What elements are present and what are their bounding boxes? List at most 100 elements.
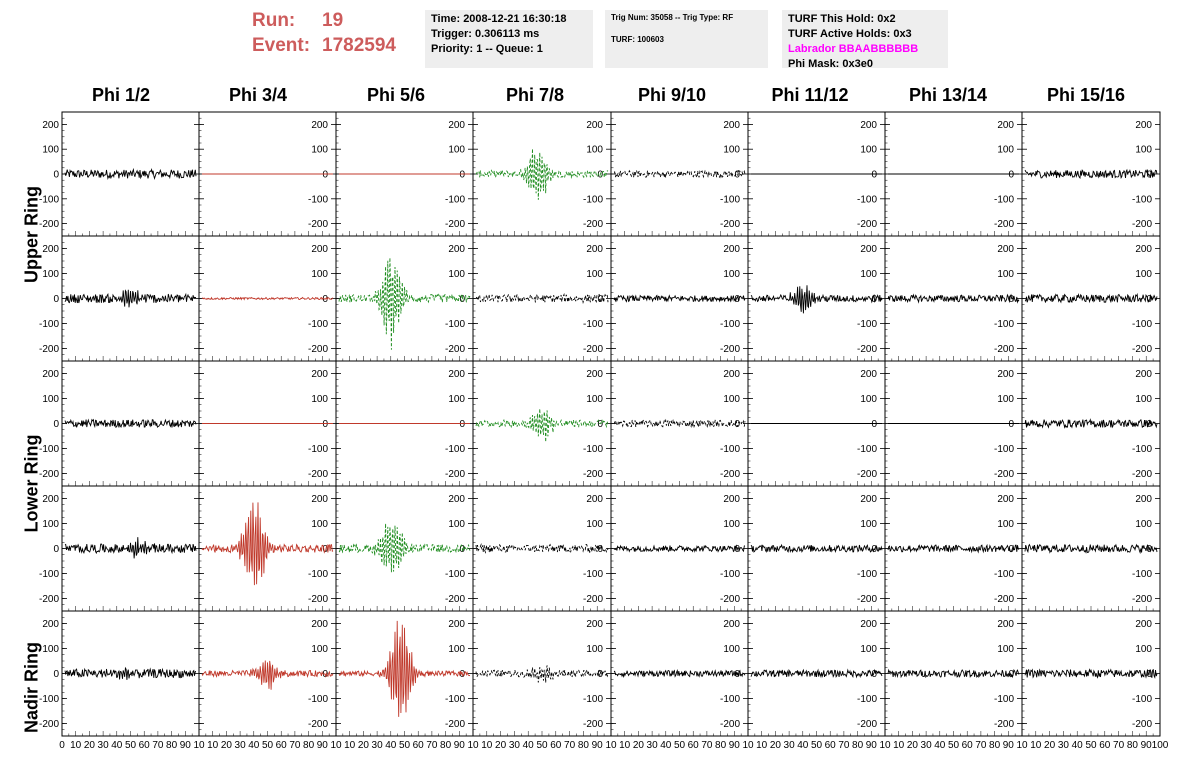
y-tick-label: 200 [42,494,59,505]
phi-label-5: Phi 9/10 [637,85,707,105]
x-tick-label: 10 [742,740,754,751]
y-tick-label: 100 [723,269,740,280]
x-tick-label: 50 [399,740,411,751]
y-tick-label: 100 [42,519,59,530]
x-tick-label: 50 [262,740,274,751]
y-tick-label: 0 [53,544,59,555]
x-tick-label: 90 [729,740,741,751]
y-tick-label: 0 [459,170,465,181]
waveform-trace [475,543,609,554]
waveform-trace [614,169,746,180]
y-tick-label: -200 [994,469,1014,480]
y-tick-label: -200 [308,344,328,355]
y-tick-label: -200 [857,719,877,730]
y-tick-label: -100 [39,694,59,705]
x-tick-label: 60 [962,740,974,751]
x-tick-label: 20 [495,740,507,751]
waveform-panel-r5-c6: 200 100 0 -100 -200 [747,610,886,737]
y-tick-label: 100 [586,269,603,280]
y-tick-label: -100 [857,319,877,330]
x-tick-label: 50 [811,740,823,751]
y-tick-label: -100 [445,569,465,580]
y-tick-label: 0 [53,170,59,181]
phi-label-3: Phi 5/6 [366,85,426,105]
y-tick-label: 0 [459,294,465,305]
turf-active-holds-text: TURF Active Holds: 0x3 [788,28,912,40]
x-tick-label: 30 [647,740,659,751]
trigger-info-box: Trig Num: 35058 -- Trig Type: RF TURF: 1… [605,10,768,68]
x-tick-label: 70 [1113,740,1125,751]
y-tick-label: 0 [322,294,328,305]
x-tick-label: 10 [879,740,891,751]
waveform-trace [201,660,334,690]
phi-label-2: Phi 3/4 [228,85,288,105]
y-tick-label: 100 [448,394,465,405]
phi-label-6: Phi 11/12 [771,85,849,105]
x-tick-label: 50 [1085,740,1097,751]
x-tick-label: 60 [825,740,837,751]
y-tick-label: -200 [720,594,740,605]
y-tick-label: -200 [445,219,465,230]
x-tick-label: 40 [248,740,260,751]
y-tick-label: 200 [311,369,328,380]
y-tick-label: -100 [994,569,1014,580]
y-tick-label: 100 [311,644,328,655]
y-tick-label: 200 [860,120,877,131]
y-tick-label: 100 [1135,145,1152,156]
waveform-panel-r3-c5: 200 100 0 -100 -200 [610,360,749,487]
y-tick-label: -100 [583,569,603,580]
x-tick-label: 70 [289,740,301,751]
x-tick-label: 80 [578,740,590,751]
y-tick-label: -200 [720,344,740,355]
waveform-panel-r2-c4: 200 100 0 -100 -200 [472,235,612,362]
y-tick-label: 100 [311,145,328,156]
x-tick-label: 30 [1058,740,1070,751]
y-tick-label: -200 [720,469,740,480]
waveform-trace [887,668,1020,679]
x-tick-label: 80 [303,740,315,751]
y-tick-label: 200 [311,120,328,131]
y-tick-label: -100 [39,194,59,205]
x-tick-label: 70 [152,740,164,751]
y-tick-label: 100 [860,394,877,405]
x-tick-label: 40 [797,740,809,751]
y-tick-label: -200 [1132,469,1152,480]
x-tick-label: 40 [523,740,535,751]
phi-label-1: Phi 1/2 [91,85,151,105]
trigger-text: Trigger: 0.306113 ms [431,28,540,40]
y-tick-label: 0 [871,170,877,181]
turf-text: TURF: 100603 [611,35,664,44]
x-tick-label: 10 [344,740,356,751]
y-tick-label: -200 [445,469,465,480]
y-tick-label: -100 [720,194,740,205]
y-tick-label: -200 [445,594,465,605]
x-tick-label: 40 [660,740,672,751]
phi-mask-text: Phi Mask: 0x3e0 [788,58,873,70]
x-tick-label: 10 [70,740,82,751]
y-tick-label: -200 [1132,594,1152,605]
waveform-trace [64,167,197,181]
x-tick-label: 60 [139,740,151,751]
y-tick-label: 100 [448,644,465,655]
y-tick-label: -100 [583,319,603,330]
waveform-panel-r2-c2: 200 100 0 -100 -200 [198,235,337,362]
y-tick-label: 100 [311,269,328,280]
y-tick-label: 200 [448,120,465,131]
x-tick-label: 30 [784,740,796,751]
x-tick-label: 20 [358,740,370,751]
y-tick-label: 0 [597,294,603,305]
y-tick-label: -200 [583,594,603,605]
x-tick-label: 10 [207,740,219,751]
x-tick-label: 70 [701,740,713,751]
y-tick-label: 200 [311,494,328,505]
y-tick-label: 200 [997,369,1014,380]
y-tick-label: 100 [997,145,1014,156]
x-tick-label: 50 [536,740,548,751]
y-tick-label: 200 [723,369,740,380]
y-tick-label: -100 [308,694,328,705]
x-tick-label: 70 [426,740,438,751]
y-tick-label: 200 [997,494,1014,505]
x-tick-label: 80 [166,740,178,751]
